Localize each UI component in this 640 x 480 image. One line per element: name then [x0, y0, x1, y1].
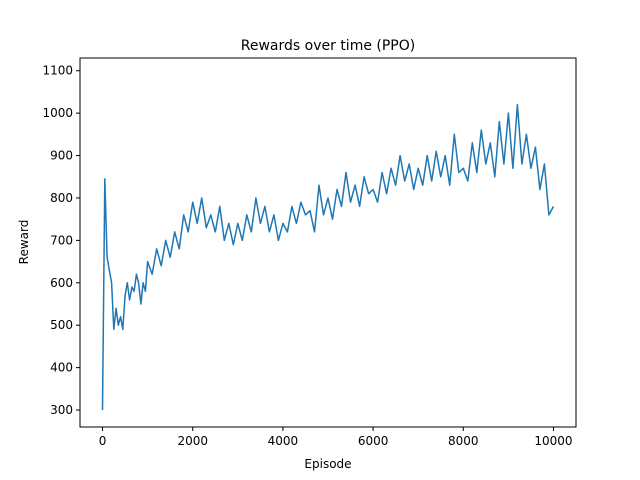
y-tick-label: 1000: [42, 106, 73, 120]
x-tick-label: 8000: [448, 434, 479, 448]
x-tick-label: 2000: [177, 434, 208, 448]
chart-title: Rewards over time (PPO): [241, 38, 415, 54]
y-tick-label: 900: [50, 149, 73, 163]
x-axis-label: Episode: [304, 457, 351, 471]
x-axis-ticks: 0 2000 4000 6000 8000 10000: [99, 427, 573, 448]
y-tick-label: 700: [50, 233, 73, 247]
y-tick-label: 1100: [42, 64, 73, 78]
x-tick-label: 4000: [268, 434, 299, 448]
plot-area-frame: [79, 57, 577, 428]
x-tick-label: 10000: [534, 434, 572, 448]
y-axis-ticks: 300 400 500 600 700 800 900 1000 1100: [42, 64, 80, 417]
x-tick-label: 6000: [358, 434, 389, 448]
reward-series-line: [101, 103, 555, 411]
y-tick-label: 600: [50, 276, 73, 290]
x-tick-label: 0: [99, 434, 107, 448]
y-tick-label: 300: [50, 403, 73, 417]
y-tick-label: 400: [50, 361, 73, 375]
y-tick-label: 800: [50, 191, 73, 205]
y-tick-label: 500: [50, 318, 73, 332]
y-axis-label: Reward: [17, 220, 31, 265]
